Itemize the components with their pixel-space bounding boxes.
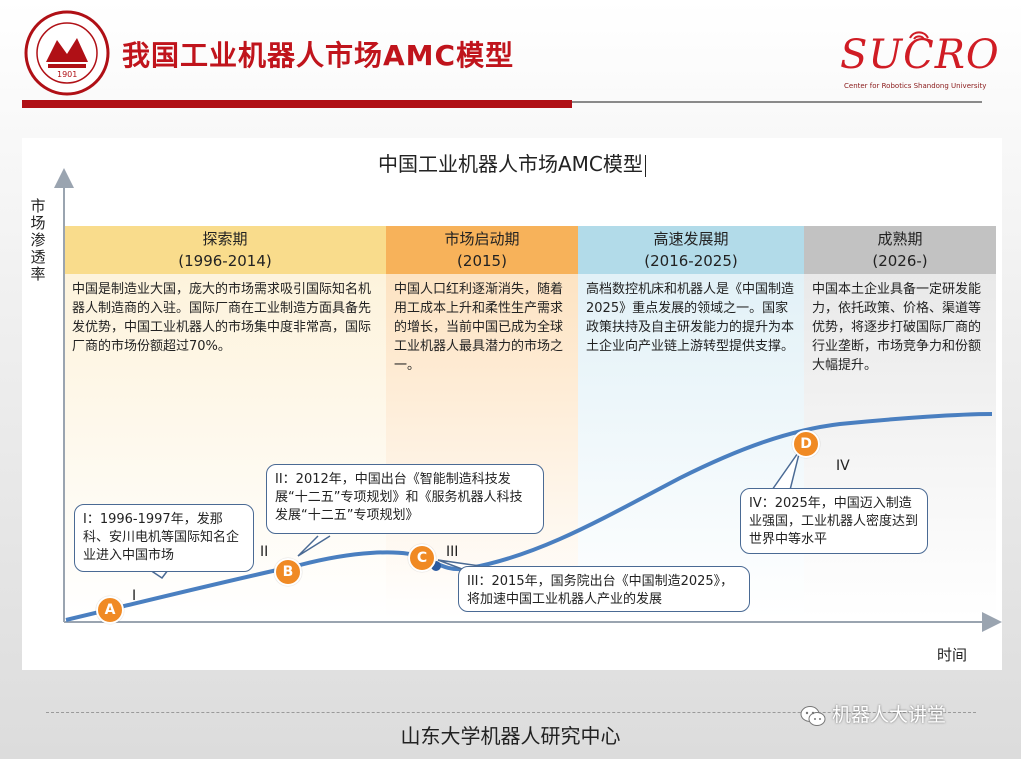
university-year: 1901 xyxy=(57,70,78,79)
phase-header-rapid-growth: 高速发展期 (2016-2025) xyxy=(578,226,804,274)
phase-header-launch: 市场启动期 (2015) xyxy=(386,226,578,274)
marker-c: C xyxy=(408,544,436,572)
wechat-icon xyxy=(800,705,826,726)
sucro-subtitle: Center for Robotics Shandong University xyxy=(844,82,987,90)
text-cursor xyxy=(644,154,646,177)
marker-d: D xyxy=(792,430,820,458)
phase-body-maturity: 中国本土企业具备一定研发能力，依托政策、价格、渠道等优势，将逐步打破国际厂商的行… xyxy=(804,274,996,619)
roman-label-3: III xyxy=(446,544,459,560)
header-divider-gray xyxy=(572,101,982,103)
wechat-watermark: 机器人大讲堂 xyxy=(800,700,946,727)
phase-header-maturity: 成熟期 (2026-) xyxy=(804,226,996,274)
phase-header-exploration: 探索期 (1996-2014) xyxy=(64,226,386,274)
x-axis-label: 时间 xyxy=(937,646,968,664)
roman-label-4: IV xyxy=(836,458,850,474)
signal-arcs-icon xyxy=(909,31,929,40)
header-divider-red xyxy=(22,100,572,108)
footer-divider xyxy=(46,712,976,713)
sucro-wordmark: SUCRO xyxy=(840,32,1000,78)
roman-label-1: I xyxy=(132,588,137,604)
shandong-university-logo: 1901 xyxy=(24,10,110,96)
callout-event-1: I：1996-1997年，发那科、安川电机等国际知名企业进入中国市场 xyxy=(74,504,254,572)
marker-b: B xyxy=(274,558,302,586)
callout-event-3: III：2015年，国务院出台《中国制造2025》，将加速中国工业机器人产业的发… xyxy=(458,566,750,612)
page-title: 我国工业机器人市场AMC模型 xyxy=(122,39,515,72)
roman-label-2: II xyxy=(260,544,269,560)
footer-center-text: 山东大学机器人研究中心 xyxy=(400,724,621,748)
y-axis-label: 市场渗透率 xyxy=(30,197,46,283)
marker-a: A xyxy=(96,596,124,624)
sucro-logo: SUCRO Center for Robotics Shandong Unive… xyxy=(836,30,999,96)
callout-event-4: IV：2025年，中国迈入制造业强国，工业机器人密度达到世界中等水平 xyxy=(740,488,928,554)
callout-event-2: II：2012年，中国出台《智能制造科技发展“十二五”专项规划》和《服务机器人科… xyxy=(266,464,544,534)
chart-title: 中国工业机器人市场AMC模型 xyxy=(378,148,646,177)
